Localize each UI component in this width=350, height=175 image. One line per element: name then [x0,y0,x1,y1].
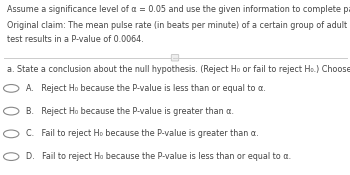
Text: ...: ... [172,55,178,60]
Text: a. State a conclusion about the null hypothesis. (Reject H₀ or fail to reject H₀: a. State a conclusion about the null hyp… [7,65,350,74]
Text: Original claim: The mean pulse rate (in beats per minute) of a certain group of : Original claim: The mean pulse rate (in … [7,21,350,30]
Text: test results in a P-value of 0.0064.: test results in a P-value of 0.0064. [7,35,143,44]
Text: C.   Fail to reject H₀ because the P-value is greater than α.: C. Fail to reject H₀ because the P-value… [26,129,259,138]
Text: B.   Reject H₀ because the P-value is greater than α.: B. Reject H₀ because the P-value is grea… [26,107,234,116]
Text: D.   Fail to reject H₀ because the P-value is less than or equal to α.: D. Fail to reject H₀ because the P-value… [26,152,291,161]
Text: A.   Reject H₀ because the P-value is less than or equal to α.: A. Reject H₀ because the P-value is less… [26,84,266,93]
Text: Assume a significance level of α = 0.05 and use the given information to complet: Assume a significance level of α = 0.05 … [7,5,350,14]
